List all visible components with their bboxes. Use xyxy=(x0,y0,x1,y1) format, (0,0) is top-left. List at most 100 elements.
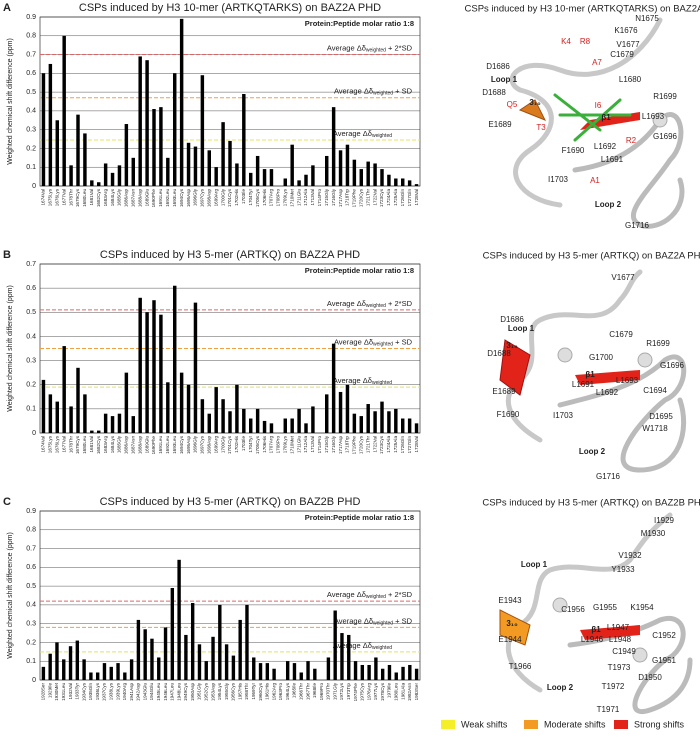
key-swatch xyxy=(614,720,628,729)
residue-label: β1 xyxy=(585,370,595,379)
bar xyxy=(332,107,335,186)
x-tick-label: 1685Gly xyxy=(117,435,122,453)
bar xyxy=(387,175,390,186)
threshold-label: Average Δδweighted + SD xyxy=(334,616,413,626)
x-tick-label: 1723Cys xyxy=(379,188,384,207)
bar xyxy=(353,414,356,433)
x-tick-label: 1962Arg xyxy=(271,683,276,701)
residue-label: C1956 xyxy=(561,605,585,614)
bar xyxy=(266,663,269,680)
x-tick-label: 1966Thr xyxy=(298,683,303,701)
bar xyxy=(353,160,356,186)
x-tick-label: 1953Asp xyxy=(210,683,215,702)
bar xyxy=(118,165,121,186)
bar xyxy=(194,147,197,186)
residue-label: F1690 xyxy=(497,410,520,419)
bar xyxy=(290,145,293,186)
x-tick-label: 1679Cys xyxy=(75,435,80,454)
x-tick-label: 1975Cys xyxy=(360,682,365,701)
bar xyxy=(82,659,85,680)
y-tick-label: 0.1 xyxy=(26,164,36,171)
x-tick-label: 1725Ala xyxy=(393,189,398,206)
bar xyxy=(333,611,336,680)
x-tick-label: 1711Glu xyxy=(296,189,301,206)
residue-label: I1703 xyxy=(553,411,574,420)
bar xyxy=(242,94,245,186)
residue-label: V1677 xyxy=(611,273,635,282)
x-tick-label: 1945Leu xyxy=(156,683,161,701)
x-tick-label: 1704Tyr xyxy=(248,189,253,206)
x-tick-label: 1689Glu xyxy=(144,436,149,454)
bar xyxy=(311,406,314,433)
key-label: Weak shifts xyxy=(461,719,508,729)
bar xyxy=(166,382,169,433)
x-tick-label: 1684Lys xyxy=(110,188,115,206)
bar xyxy=(354,661,357,680)
bar xyxy=(103,663,106,680)
x-tick-label: 1700Gly xyxy=(220,188,225,206)
threshold-label: Average Δδweighted + SD xyxy=(334,87,413,97)
x-tick-label: 1957His xyxy=(237,682,242,700)
bar xyxy=(304,175,307,186)
residue-label: L1693 xyxy=(642,112,665,121)
x-tick-label: 1981Ala xyxy=(400,683,405,700)
x-tick-label: 1930Met xyxy=(54,682,59,701)
residue-label: β1 xyxy=(601,113,611,122)
residue-label: V1932 xyxy=(618,551,642,560)
residue-label: E1689 xyxy=(488,120,512,129)
bar xyxy=(187,385,190,433)
bar xyxy=(145,312,148,433)
x-tick-label: 1701Cys xyxy=(227,435,232,454)
residue-label: G1696 xyxy=(660,361,685,370)
x-tick-label: 1688Asp xyxy=(137,189,142,208)
bar xyxy=(56,120,59,186)
threshold-subscript: weighted xyxy=(373,91,393,97)
key-label: Moderate shifts xyxy=(544,719,606,729)
residue-label: D1950 xyxy=(638,673,662,682)
x-tick-label: 1702His xyxy=(234,435,239,453)
x-tick-label: 1697Cys xyxy=(200,188,205,207)
x-tick-label: 1972Lys xyxy=(339,682,344,700)
peptide-label: I6 xyxy=(595,101,602,110)
bar xyxy=(221,122,224,186)
bar xyxy=(395,672,398,680)
peptide-label: R8 xyxy=(580,37,591,46)
bar xyxy=(249,173,252,186)
y-tick-label: 0.2 xyxy=(26,145,36,152)
bar xyxy=(110,667,113,680)
bar xyxy=(218,605,221,680)
threshold-suffix: + SD xyxy=(393,616,413,625)
bar xyxy=(180,373,183,433)
bar xyxy=(401,667,404,680)
x-tick-label: 1717Asp xyxy=(338,436,343,455)
threshold-subscript: weighted xyxy=(372,133,392,139)
x-tick-label: 1708Pro xyxy=(276,436,281,454)
bar xyxy=(408,665,411,680)
bar xyxy=(97,431,100,433)
bar xyxy=(408,180,411,186)
x-tick-label: 1949Cys xyxy=(183,682,188,701)
structure-title: CSPs induced by H3 5-mer (ARTKQ) on BAZ2… xyxy=(482,498,700,509)
bar xyxy=(415,423,418,433)
bar xyxy=(76,115,79,186)
x-tick-label: 1960Cys xyxy=(258,682,263,701)
x-tick-label: 1721Thr xyxy=(365,436,370,454)
x-tick-label: 1713Val xyxy=(310,436,315,453)
x-tick-label: 1685Gly xyxy=(117,188,122,206)
threshold-text: Average Δδ xyxy=(327,44,366,53)
chart-title: CSPs induced by H3 10-mer (ARTKQTARKS) o… xyxy=(79,2,381,14)
bar xyxy=(339,392,342,433)
bar xyxy=(360,169,363,186)
x-tick-label: 1714Pro xyxy=(317,436,322,454)
x-tick-label: 1936Lys xyxy=(95,682,100,700)
bar xyxy=(42,667,45,680)
x-tick-label: 1725Ala xyxy=(393,436,398,453)
residue-label: Loop 1 xyxy=(491,75,518,84)
residue-label: Loop 2 xyxy=(595,200,622,209)
bar xyxy=(340,633,343,680)
x-tick-label: 1696Gly xyxy=(193,188,198,206)
x-tick-label: 1954Lys xyxy=(217,682,222,700)
x-tick-label: 1933Tyr xyxy=(75,683,80,700)
x-tick-label: 1928Ser xyxy=(41,683,46,701)
bar xyxy=(214,167,217,186)
